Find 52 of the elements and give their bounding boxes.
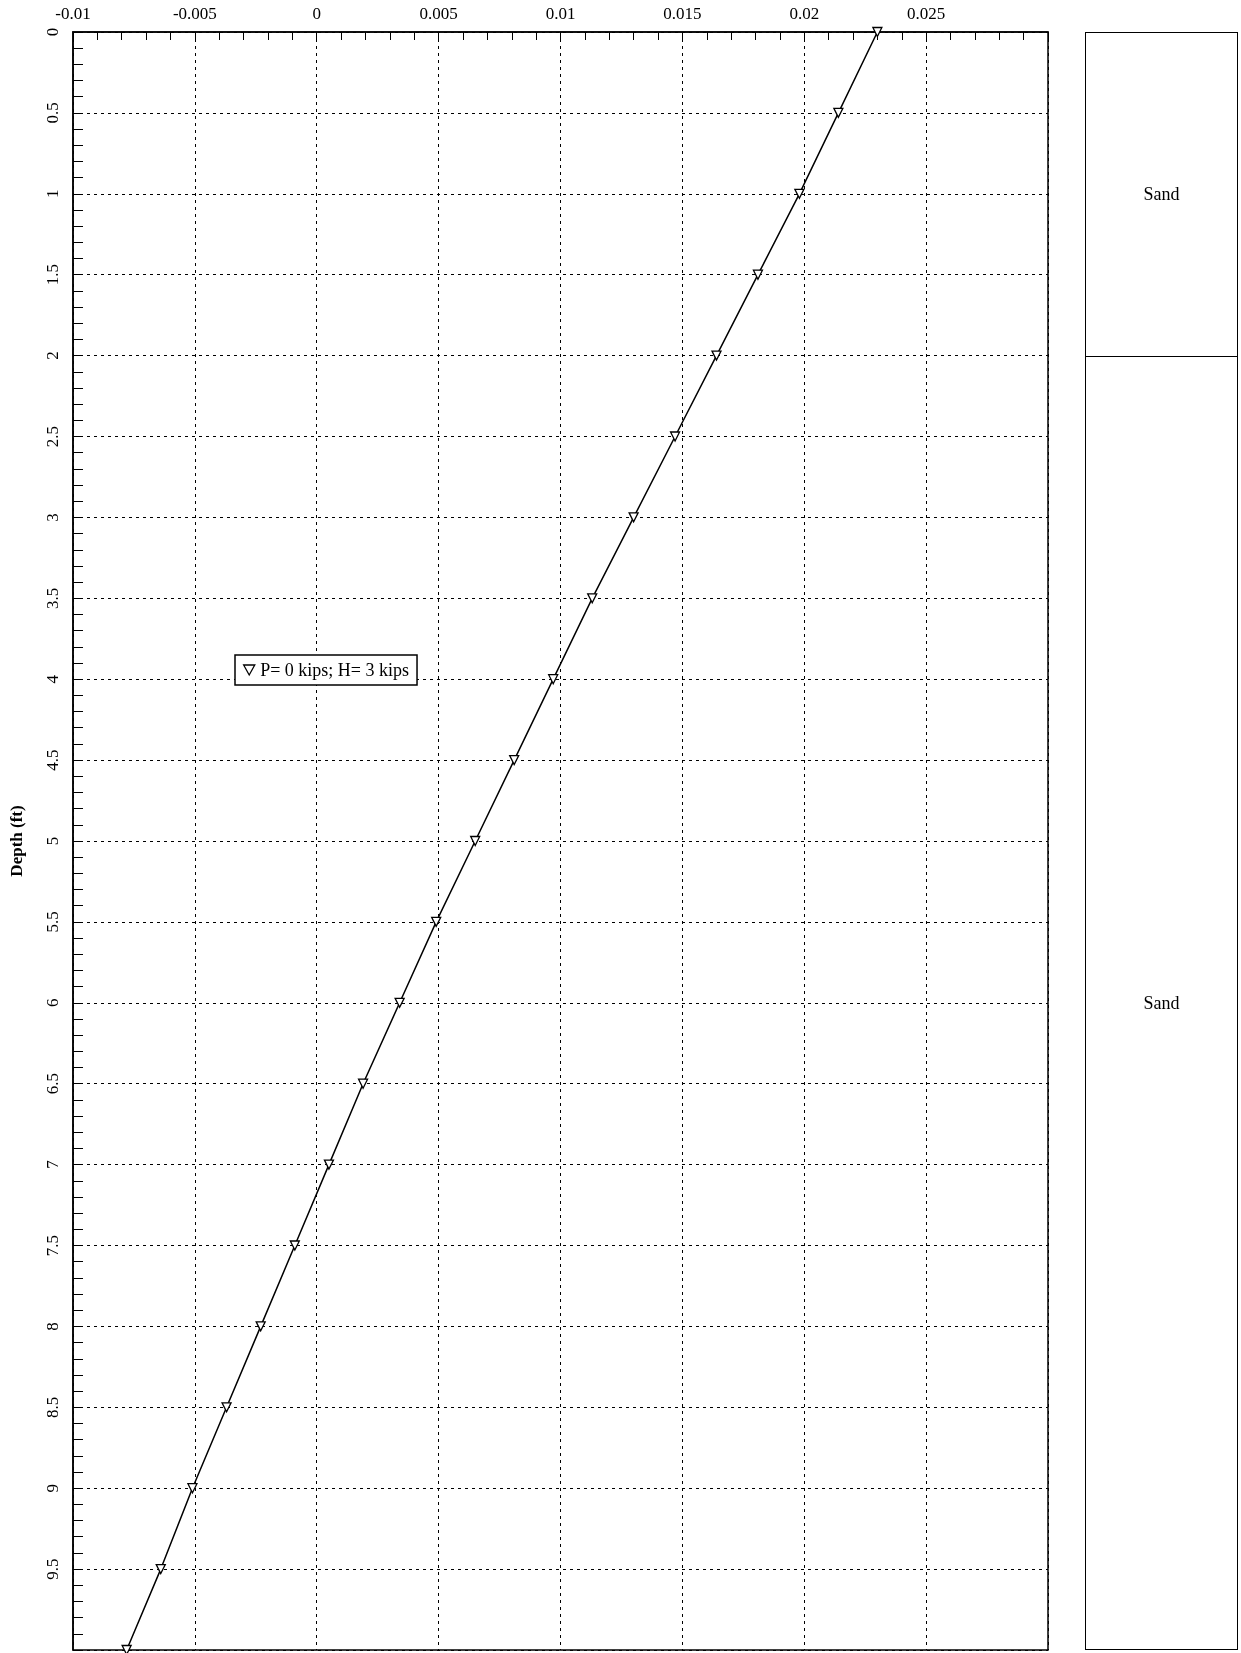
- point: [669, 431, 681, 442]
- point: [509, 754, 520, 766]
- y-tick-label: 8.5: [43, 1396, 62, 1418]
- y-tick-label: 0: [43, 27, 62, 37]
- point: [323, 1159, 335, 1170]
- x-tick-label: 0.01: [545, 4, 576, 23]
- y-tick-label: 1: [43, 189, 62, 199]
- x-tick-label: -0.01: [55, 4, 91, 23]
- point: [833, 107, 844, 119]
- y-tick-label: 5: [43, 836, 62, 846]
- y-tick-label: 8: [43, 1322, 62, 1331]
- x-tick-label: -0.005: [172, 4, 217, 23]
- point: [221, 1402, 232, 1413]
- point: [394, 997, 405, 1008]
- y-tick-label: 2: [43, 351, 62, 360]
- y-tick-label: 1.5: [43, 264, 62, 286]
- y-tick-label: 4: [43, 674, 62, 684]
- x-tick-label: 0.015: [663, 4, 702, 23]
- y-tick-label: 0.5: [43, 102, 62, 124]
- point: [357, 1078, 369, 1089]
- point: [548, 674, 559, 685]
- y-tick-label: 9: [43, 1483, 62, 1493]
- point: [711, 350, 722, 361]
- x-tick-label: 0: [312, 4, 321, 23]
- x-tick-label: 0.005: [419, 4, 458, 23]
- point: [587, 593, 598, 604]
- y-tick-label: 3.5: [43, 587, 62, 609]
- y-tick-label: 6: [43, 998, 62, 1008]
- y-axis-title: Depth (ft): [7, 805, 26, 877]
- point: [289, 1240, 300, 1251]
- legend-label: P= 0 kips; H= 3 kips: [260, 660, 410, 680]
- y-tick-label: 2.5: [43, 425, 62, 448]
- x-tick-label: 0.02: [789, 4, 820, 23]
- text: Sand: [1142, 183, 1181, 206]
- point: [752, 269, 764, 280]
- point: [121, 1644, 132, 1653]
- y-tick-label: 7.5: [43, 1234, 62, 1257]
- y-tick-label: 3: [43, 513, 62, 522]
- point: [628, 512, 639, 523]
- point: [255, 1321, 266, 1332]
- y-tick-label: 9.5: [43, 1558, 62, 1580]
- y-tick-label: 6.5: [43, 1073, 62, 1095]
- text: Sand: [1086, 356, 1237, 1649]
- y-tick-label: 5.5: [43, 911, 62, 933]
- y-tick-label: 4.5: [43, 749, 62, 771]
- point: [155, 1563, 166, 1575]
- x-tick-label: 0.025: [907, 4, 946, 23]
- y-tick-label: 7: [43, 1159, 62, 1169]
- point: [431, 916, 442, 928]
- point: [187, 1483, 198, 1494]
- point: [794, 188, 805, 199]
- point: [470, 835, 481, 847]
